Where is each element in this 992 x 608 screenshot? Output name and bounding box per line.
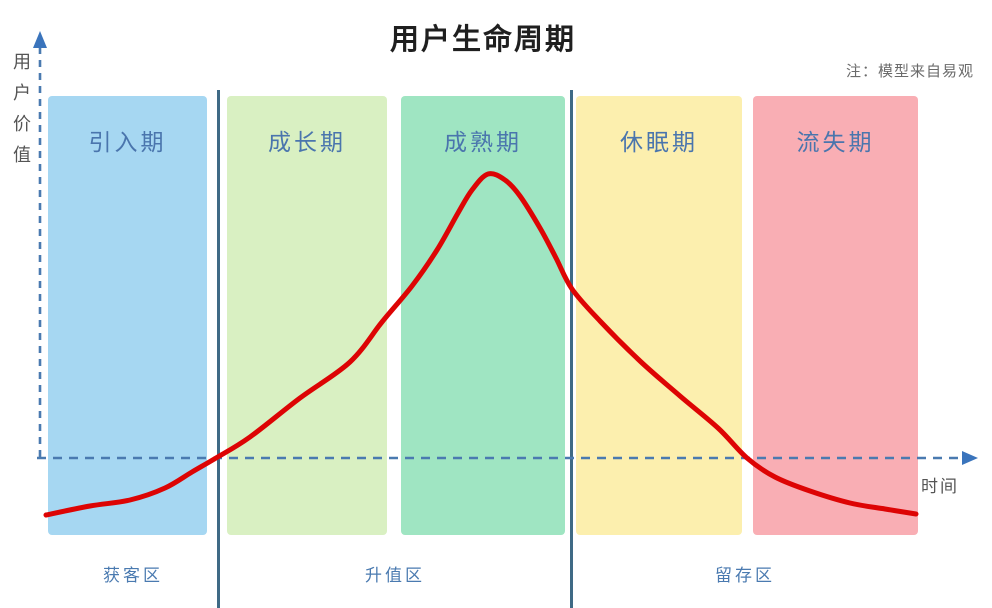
chart-title: 用户生命周期 [389, 24, 576, 56]
source-note: 注：模型来自易观 [845, 63, 974, 80]
y-axis-label: 用户价值 [11, 52, 31, 176]
zone-label-3: 留存区 [715, 566, 775, 585]
stage-label: 成熟期 [444, 129, 522, 155]
stage-label: 引入期 [88, 129, 167, 155]
stage-label: 流失期 [796, 129, 875, 155]
zone-label-1: 获客区 [103, 566, 163, 585]
zone-label-2: 升值区 [365, 566, 425, 585]
stage-label: 成长期 [268, 129, 346, 155]
stage-label: 休眠期 [620, 129, 698, 155]
x-axis-label: 时间 [921, 477, 959, 496]
